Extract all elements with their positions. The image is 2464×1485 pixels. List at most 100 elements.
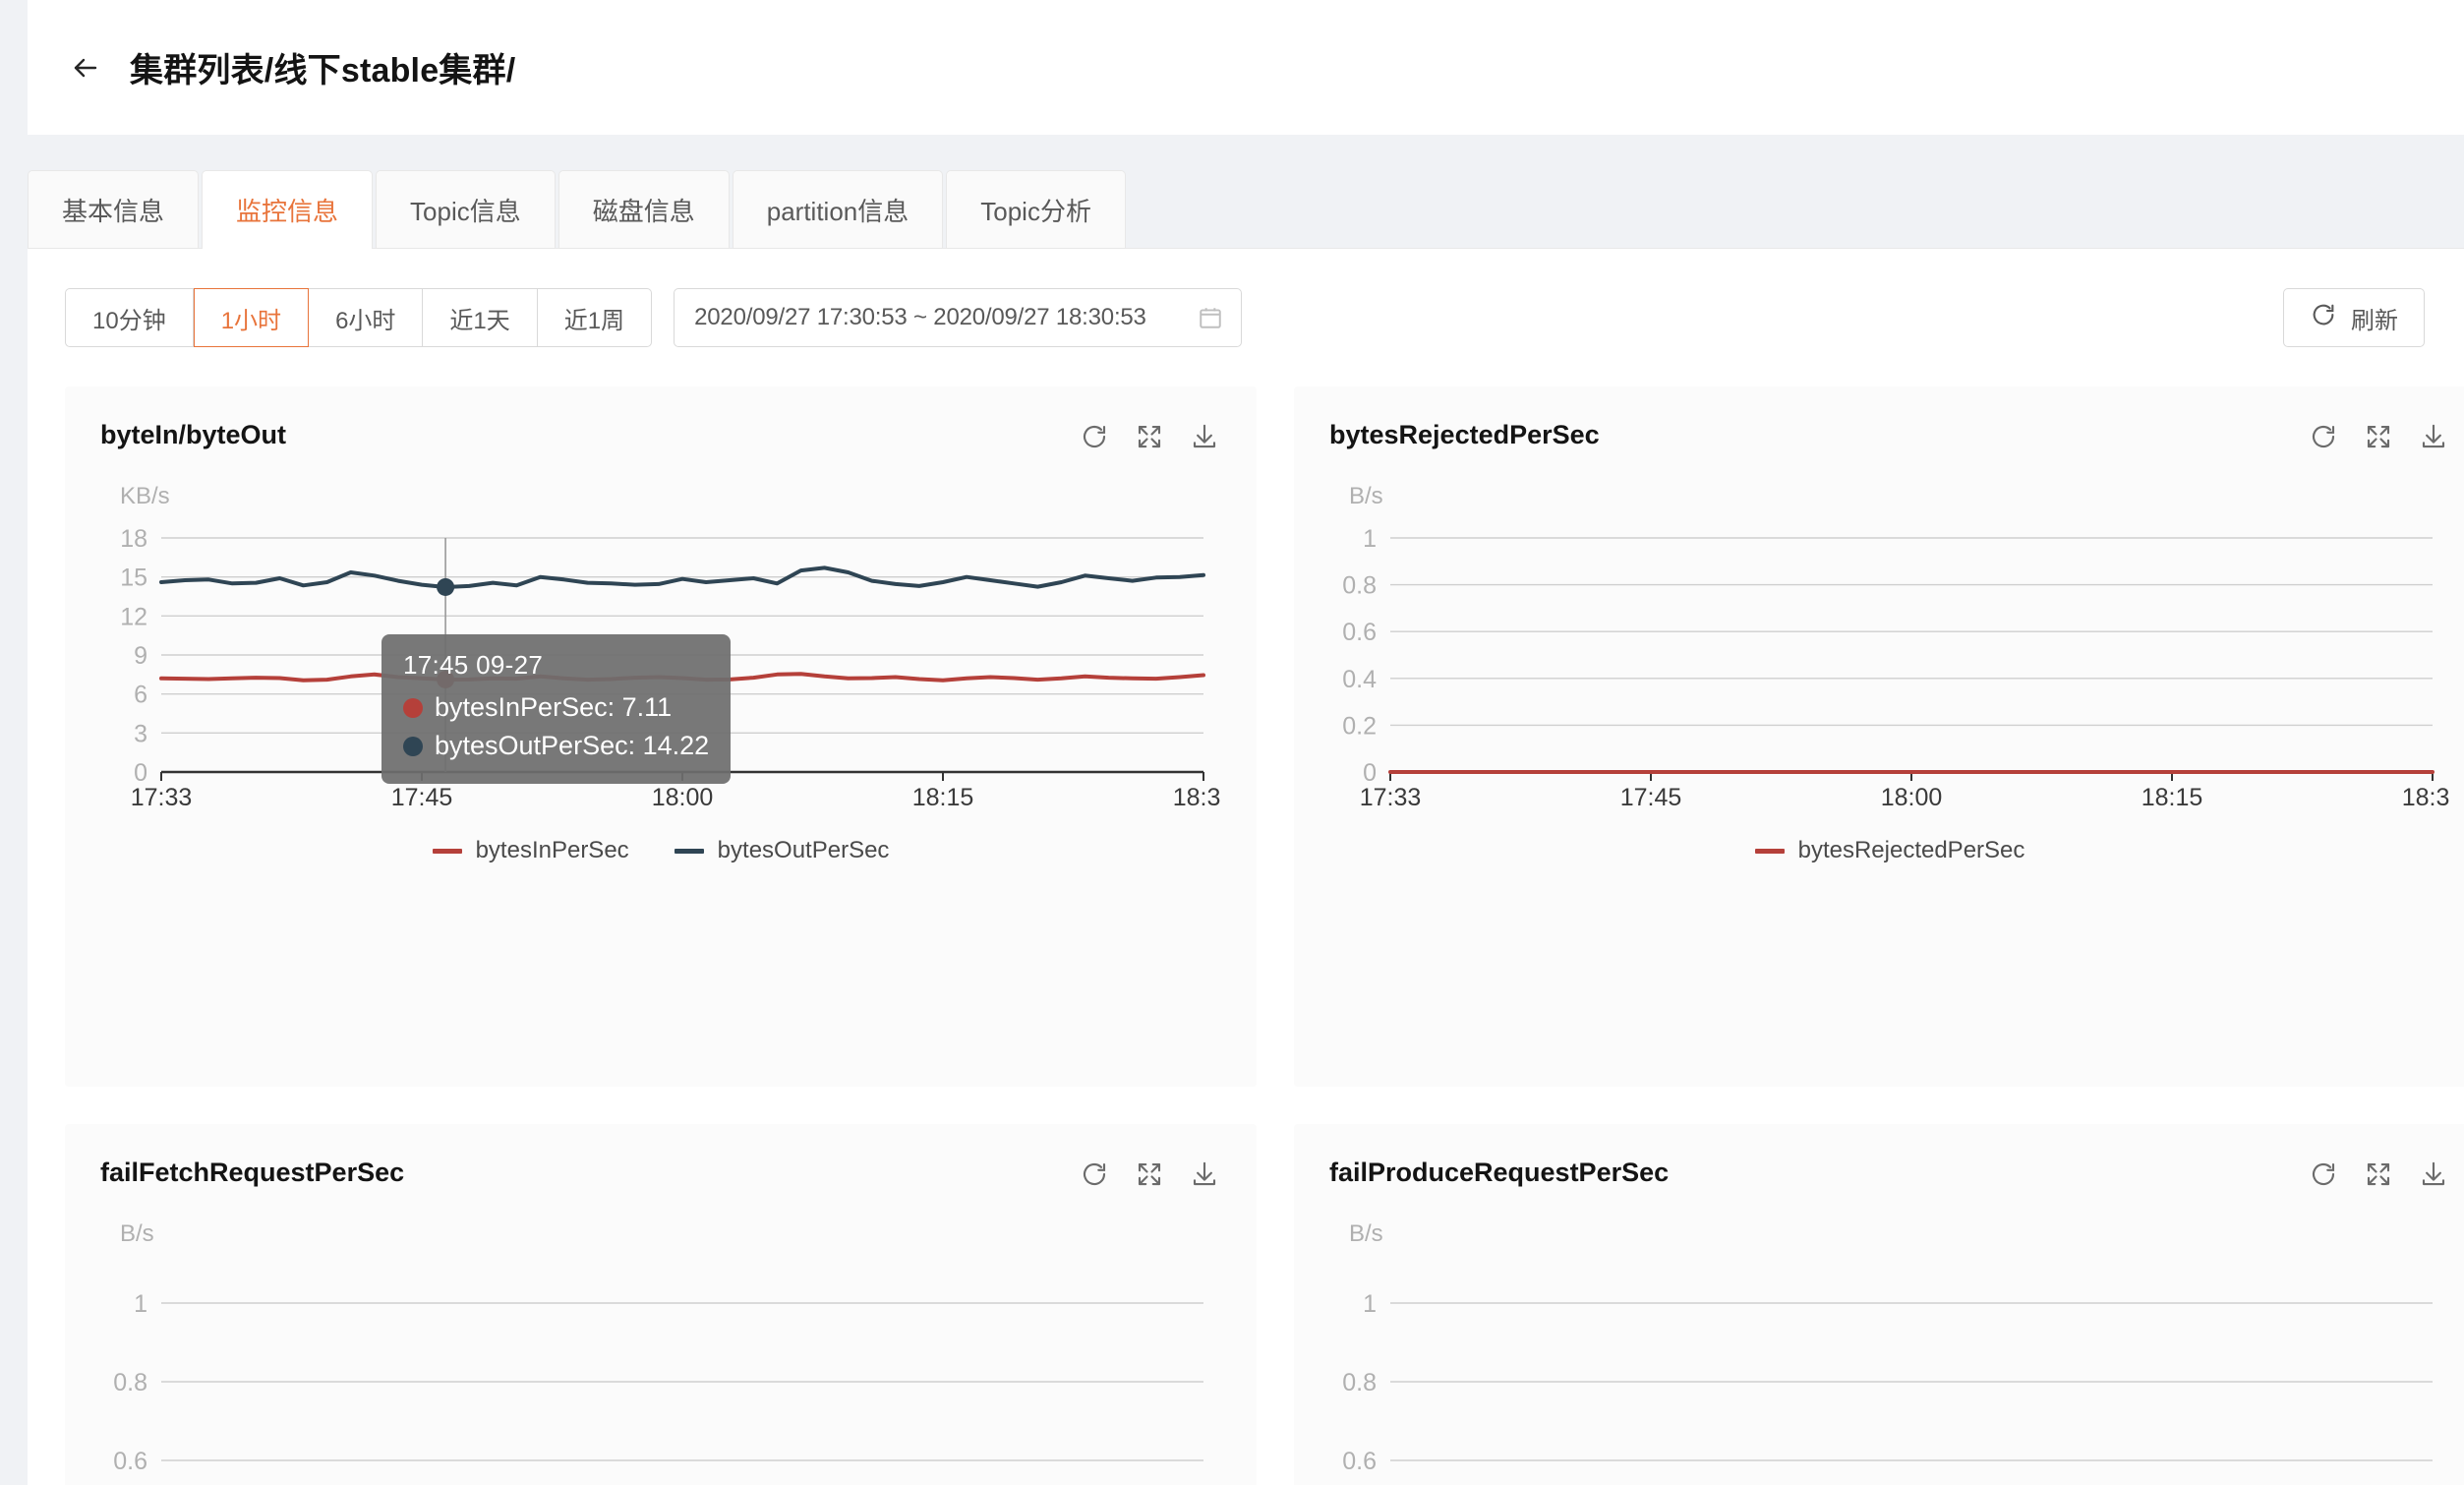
chart-title: bytesRejectedPerSec — [1329, 420, 1600, 449]
svg-text:0: 0 — [134, 759, 147, 787]
svg-text:6: 6 — [134, 682, 147, 709]
tab-label: 基本信息 — [62, 197, 165, 226]
chart-card-header: bytesRejectedPerSec — [1329, 420, 2450, 463]
legend-swatch — [432, 848, 462, 854]
tab-bar: 基本信息 监控信息 Topic信息 磁盘信息 partition信息 Topic分析 — [28, 135, 2464, 249]
tab-1[interactable]: 监控信息 — [202, 170, 374, 249]
chart-card-byteIn-byteOut: byteIn/byteOutKB/s036912151817:3309-2717… — [65, 386, 1257, 1087]
refresh-icon[interactable] — [2307, 1158, 2340, 1191]
date-range-picker[interactable]: 2020/09/27 17:30:53 ~ 2020/09/27 18:30:5… — [674, 288, 1243, 347]
chart-y-unit: B/s — [1349, 1220, 1383, 1247]
tab-4[interactable]: partition信息 — [732, 170, 944, 249]
legend-item[interactable]: bytesInPerSec — [432, 837, 629, 864]
svg-text:1: 1 — [1363, 1290, 1377, 1318]
expand-icon[interactable] — [2362, 1158, 2395, 1191]
download-icon[interactable] — [2417, 1158, 2450, 1191]
svg-text:0.8: 0.8 — [1342, 572, 1377, 600]
time-range-2[interactable]: 6小时 — [309, 288, 424, 347]
tab-label: 监控信息 — [236, 197, 339, 226]
tab-2[interactable]: Topic信息 — [376, 170, 556, 249]
tab-3[interactable]: 磁盘信息 — [557, 170, 730, 249]
time-range-group: 10分钟 1小时 6小时 近1天 近1周 — [65, 288, 653, 347]
chart-card-header: failProduceRequestPerSec — [1329, 1158, 2450, 1201]
svg-text:15: 15 — [120, 564, 147, 592]
chart-card-header: byteIn/byteOut — [100, 420, 1221, 463]
tab-label: partition信息 — [766, 197, 909, 226]
refresh-icon[interactable] — [2307, 420, 2340, 453]
chart-y-unit: B/s — [120, 1220, 154, 1247]
svg-text:17:33: 17:33 — [1360, 784, 1422, 811]
legend-label: bytesOutPerSec — [717, 837, 890, 863]
time-range-label: 10分钟 — [92, 307, 166, 334]
tab-label: Topic分析 — [980, 197, 1091, 226]
svg-text:3: 3 — [134, 720, 147, 747]
chart-card-actions — [2307, 420, 2450, 453]
tab-bar-underline — [28, 248, 2464, 249]
tab-5[interactable]: Topic分析 — [946, 170, 1126, 249]
download-icon[interactable] — [1188, 420, 1221, 453]
svg-text:0.8: 0.8 — [113, 1369, 147, 1396]
legend-label: bytesRejectedPerSec — [1797, 837, 2025, 863]
expand-icon[interactable] — [1133, 1158, 1166, 1191]
chart-card-failProduceRequestPerSec: failProduceRequestPerSec B/s 1 0.8 0.6 — [1294, 1124, 2464, 1485]
page-header: 集群列表/线下stable集群/ — [28, 0, 2464, 135]
time-range-1[interactable]: 1小时 — [193, 288, 310, 347]
refresh-icon[interactable] — [1078, 420, 1111, 453]
svg-text:18:15: 18:15 — [2141, 784, 2203, 811]
tab-0[interactable]: 基本信息 — [28, 170, 200, 249]
time-range-label: 6小时 — [335, 307, 396, 334]
legend-swatch — [674, 848, 704, 854]
tab-label: 磁盘信息 — [592, 197, 695, 226]
legend-swatch — [1754, 848, 1785, 854]
time-toolbar: 10分钟 1小时 6小时 近1天 近1周 2020/09/27 17:30:53 ~ 2… — [28, 249, 2464, 386]
download-icon[interactable] — [1188, 1158, 1221, 1191]
time-range-4[interactable]: 近1周 — [537, 288, 653, 347]
chart-y-unit: B/s — [1349, 483, 1383, 509]
time-range-label: 近1天 — [449, 307, 510, 334]
svg-text:18:30: 18:30 — [2402, 784, 2450, 811]
chart-card-failFetchRequestPerSec: failFetchRequestPerSec B/s 1 0.8 0.6 — [65, 1124, 1257, 1485]
refresh-icon — [2310, 301, 2337, 335]
svg-text:18:30: 18:30 — [1173, 784, 1221, 811]
content-panel: 10分钟 1小时 6小时 近1天 近1周 2020/09/27 17:30:53 ~ 2… — [28, 249, 2464, 1485]
svg-text:0.4: 0.4 — [1342, 666, 1377, 693]
chart-grid: byteIn/byteOutKB/s036912151817:3309-2717… — [28, 386, 2464, 1485]
svg-text:0.6: 0.6 — [1342, 619, 1377, 646]
svg-text:18:00: 18:00 — [1881, 784, 1943, 811]
chart-card-actions — [1078, 420, 1221, 453]
chart-title: failProduceRequestPerSec — [1329, 1158, 1670, 1187]
legend-item[interactable]: bytesOutPerSec — [674, 837, 890, 864]
time-range-0[interactable]: 10分钟 — [65, 288, 194, 347]
time-range-label: 1小时 — [220, 307, 282, 334]
time-range-3[interactable]: 近1天 — [423, 288, 538, 347]
svg-text:17:33: 17:33 — [131, 784, 193, 811]
chart-title: failFetchRequestPerSec — [100, 1158, 405, 1187]
svg-text:18:15: 18:15 — [912, 784, 974, 811]
expand-icon[interactable] — [2362, 420, 2395, 453]
refresh-icon[interactable] — [1078, 1158, 1111, 1191]
svg-text:12: 12 — [120, 603, 147, 630]
breadcrumb: 集群列表/线下stable集群/ — [130, 52, 516, 89]
chart-card-bytesRejectedPerSec: bytesRejectedPerSec B/s 0 0.2 0.4 0.6 0.8 1 17:3… — [1294, 386, 2464, 1087]
svg-text:0.8: 0.8 — [1342, 1369, 1377, 1396]
svg-text:1: 1 — [134, 1290, 147, 1318]
svg-text:17:45: 17:45 — [1620, 784, 1682, 811]
download-icon[interactable] — [2417, 420, 2450, 453]
back-arrow-icon[interactable] — [63, 45, 108, 90]
chart-card-actions — [1078, 1158, 1221, 1191]
chart-plot-area: 1 0.8 0.6 — [1329, 1264, 2450, 1485]
svg-text:1: 1 — [1363, 526, 1377, 553]
svg-text:17:45: 17:45 — [391, 784, 453, 811]
refresh-button[interactable]: 刷新 — [2283, 288, 2425, 347]
svg-text:0: 0 — [1363, 759, 1377, 787]
chart-plot-area: 036912151817:3309-2717:4509-2718:0009-27… — [100, 526, 1221, 811]
legend-item[interactable]: bytesRejectedPerSec — [1754, 837, 2025, 864]
expand-icon[interactable] — [1133, 420, 1166, 453]
chart-plot-area: 1 0.8 0.6 — [100, 1264, 1221, 1485]
chart-card-actions — [2307, 1158, 2450, 1191]
svg-text:18: 18 — [120, 526, 147, 553]
chart-title: byteIn/byteOut — [100, 420, 287, 449]
calendar-icon — [1198, 305, 1223, 330]
date-range-value: 2020/09/27 17:30:53 ~ 2020/09/27 18:30:5… — [694, 304, 1146, 330]
